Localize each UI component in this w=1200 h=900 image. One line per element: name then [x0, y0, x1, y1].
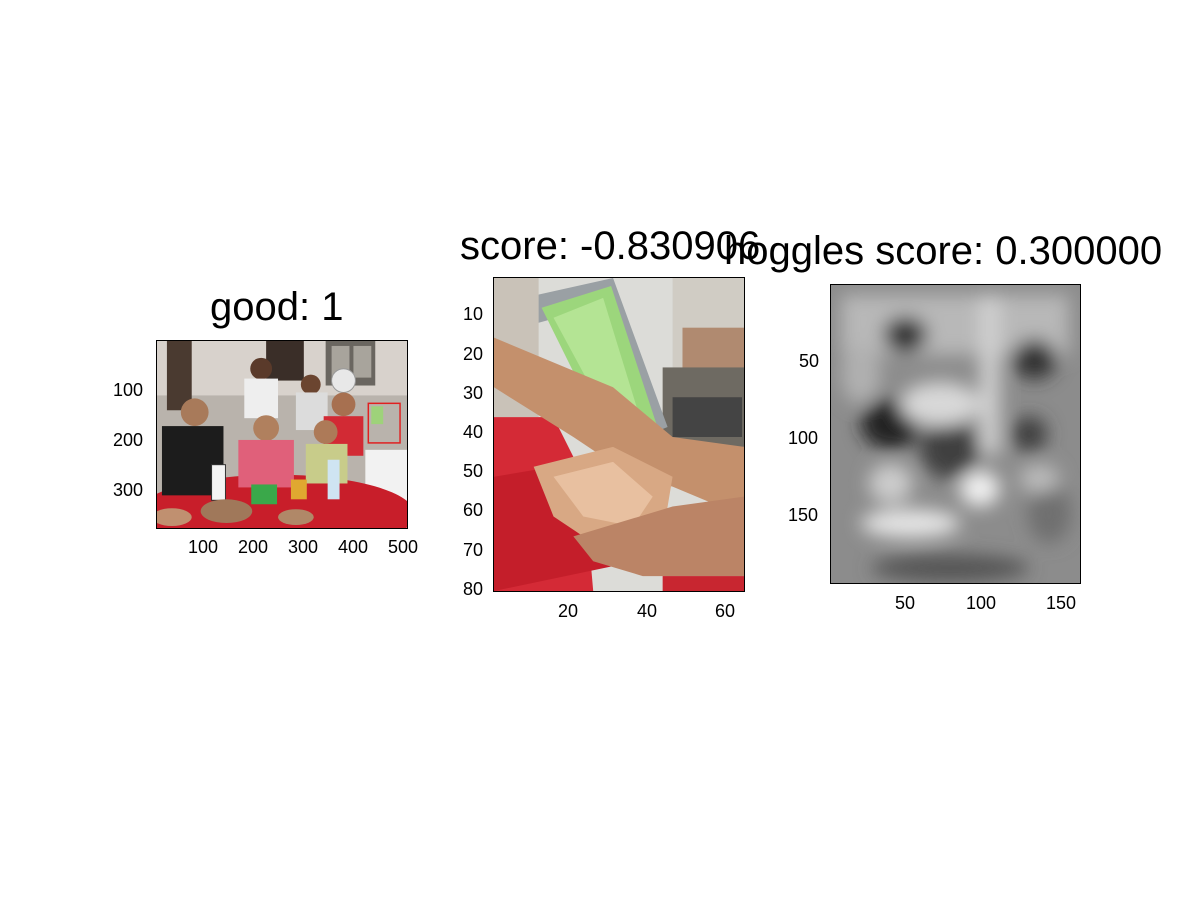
crop-image [494, 278, 744, 591]
panel-3-x-tick: 150 [1046, 593, 1077, 613]
panel-1-x-tick: 100 [188, 537, 219, 557]
panel-2-y-tick: 10 [463, 304, 484, 324]
panel-1-x-tick: 300 [288, 537, 319, 557]
panel-1-y-tick: 100 [113, 380, 144, 400]
panel-2-title: score: -0.830906 [460, 224, 761, 268]
panel-1-photo [156, 340, 408, 529]
panel-3-title: hoggles score: 0.300000 [724, 229, 1163, 273]
panel-2-y-tick: 20 [463, 344, 484, 364]
panel-1-x-tick: 400 [338, 537, 369, 557]
panel-2-y-tick: 50 [463, 461, 484, 481]
panel-2-crop [493, 277, 745, 592]
panel-3-y-tick: 50 [799, 351, 820, 371]
panel-1-y-tick: 300 [113, 480, 144, 500]
panel-2-y-tick: 30 [463, 383, 484, 403]
panel-3-y-tick: 150 [788, 505, 819, 525]
panel-2-x-tick: 40 [637, 601, 658, 621]
panel-2-x-tick: 60 [715, 601, 736, 621]
panel-3-x-tick: 50 [895, 593, 916, 613]
panel-3-x-tick: 100 [966, 593, 997, 613]
panel-2-y-tick: 80 [463, 579, 484, 599]
panel-3-hoggles [830, 284, 1081, 584]
panel-3-y-tick: 100 [788, 428, 819, 448]
panel-2-y-tick: 40 [463, 422, 484, 442]
panel-1-x-tick: 500 [388, 537, 419, 557]
detection-box [367, 402, 401, 444]
panel-2-y-tick: 60 [463, 500, 484, 520]
panel-1-y-tick: 200 [113, 430, 144, 450]
hoggles-image [831, 285, 1080, 583]
panel-1-x-tick: 200 [238, 537, 269, 557]
panel-2-y-tick: 70 [463, 540, 484, 560]
group-photo-image [157, 341, 407, 528]
panel-2-x-tick: 20 [558, 601, 579, 621]
panel-1-title: good: 1 [210, 285, 344, 329]
